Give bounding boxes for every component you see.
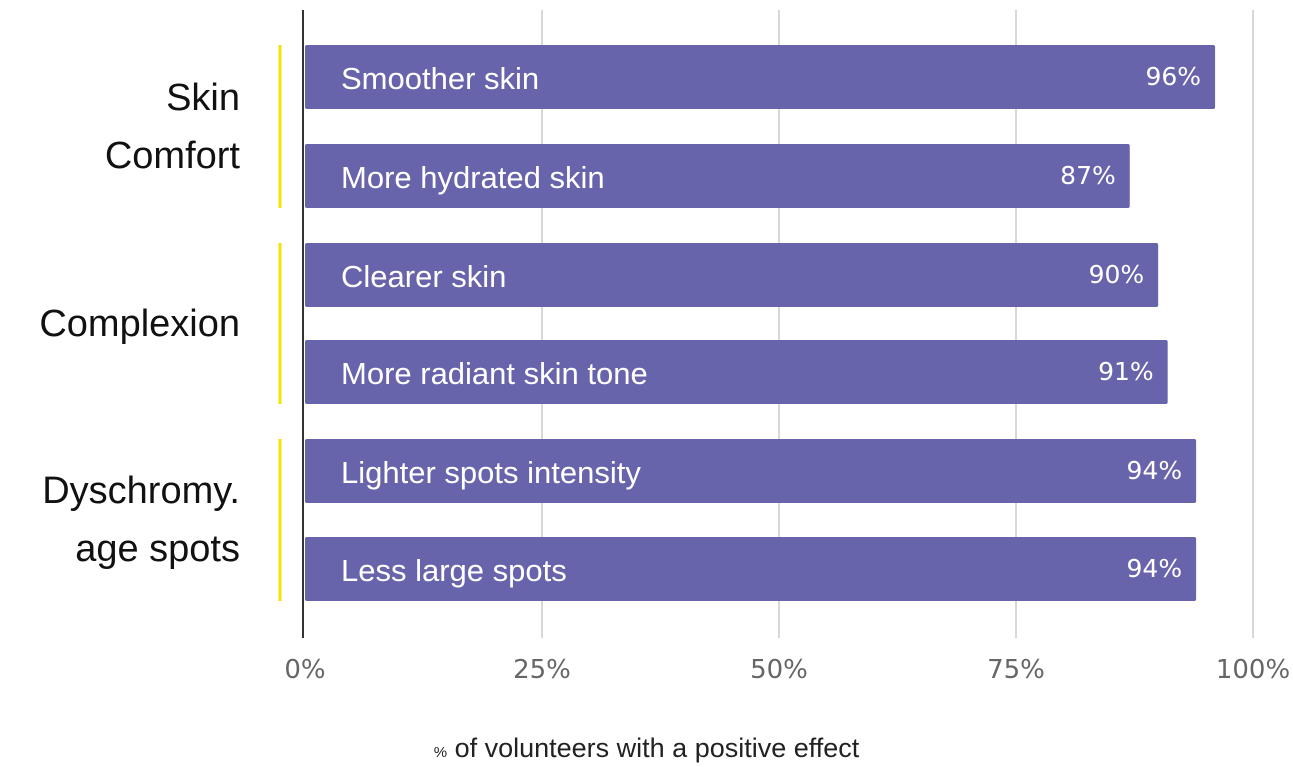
group-label-line: age spots	[75, 528, 240, 570]
x-axis-label-prefix: %	[433, 744, 448, 761]
group-label: Dyschromy. age spots	[0, 462, 240, 578]
bar-value-label: 96%	[1146, 62, 1202, 91]
bar	[305, 243, 1159, 307]
x-tick-label: 100%	[1216, 655, 1290, 685]
x-tick-label: 25%	[513, 655, 571, 685]
bar	[305, 144, 1130, 208]
group-label-line: Complexion	[39, 302, 240, 345]
bar-value-label: 87%	[1060, 161, 1116, 190]
bar-category-label: Clearer skin	[341, 259, 506, 294]
bar-value-label: 94%	[1127, 554, 1183, 583]
bar-category-label: Less large spots	[341, 553, 567, 588]
x-tick-label: 0%	[284, 655, 325, 685]
x-tick-label: 50%	[750, 655, 808, 685]
x-axis-label-text: of volunteers with a positive effect	[454, 733, 860, 763]
group-label: Complexion	[0, 295, 240, 353]
bar-category-label: More hydrated skin	[341, 160, 605, 195]
bar	[305, 537, 1197, 601]
group-label-line: Dyschromy.	[42, 470, 240, 512]
group-label-line: Comfort	[104, 134, 240, 177]
bar	[305, 439, 1197, 503]
x-axis-label: % of volunteers with a positive effect	[0, 733, 1293, 764]
bar-category-label: Lighter spots intensity	[341, 455, 641, 490]
bar-value-label: 90%	[1089, 260, 1145, 289]
group-label-line: Skin	[166, 76, 240, 119]
bar-category-label: More radiant skin tone	[341, 356, 648, 391]
x-tick-label: 75%	[987, 655, 1045, 685]
group-label: Skin Comfort	[0, 69, 240, 185]
bar-category-label: Smoother skin	[341, 61, 539, 96]
bar	[305, 340, 1168, 404]
bar-value-label: 91%	[1098, 357, 1154, 386]
bar	[305, 45, 1216, 109]
bar-value-label: 94%	[1127, 456, 1183, 485]
